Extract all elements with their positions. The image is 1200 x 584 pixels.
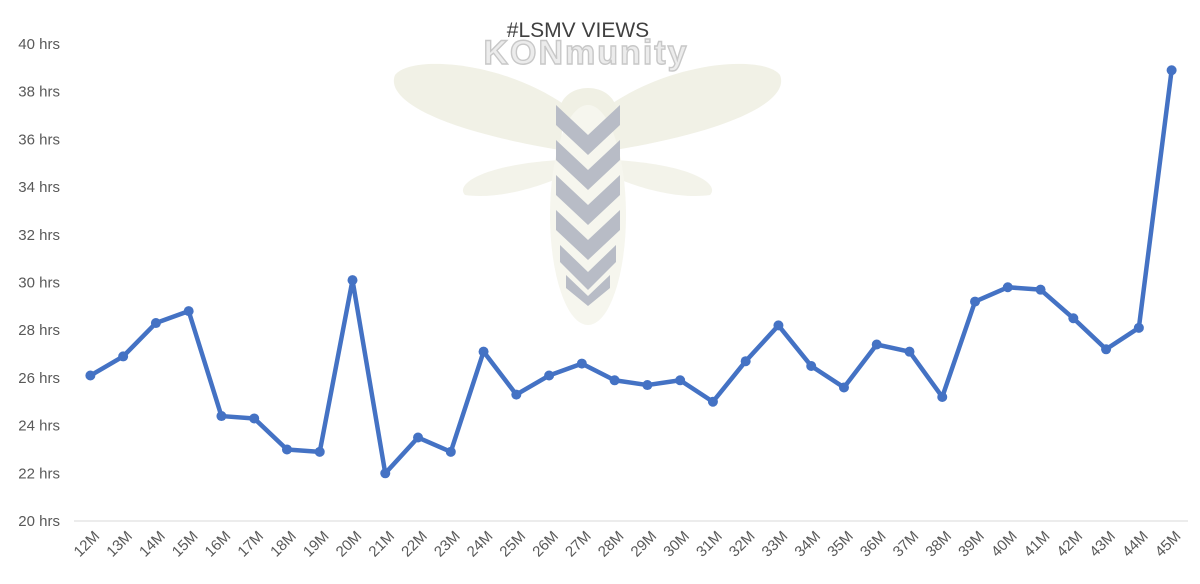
y-tick-label: 20 hrs [18,513,60,530]
y-tick-label: 24 hrs [18,418,60,435]
series-layer [85,65,1177,479]
x-tick-label: 42M [1053,528,1086,561]
x-tick-label: 21M [365,528,398,561]
x-tick-label: 39M [955,528,988,561]
data-point [1166,65,1177,76]
data-point [413,432,424,443]
x-tick-label: 13M [103,528,136,561]
y-tick-label: 36 hrs [18,131,60,148]
data-point [478,346,489,357]
data-point [183,306,194,317]
watermark-text: KONmunity [484,34,689,72]
data-point [707,396,718,407]
x-tick-label: 28M [595,528,628,561]
x-tick-label: 15M [169,528,202,561]
data-point [740,356,751,367]
x-tick-label: 22M [398,528,431,561]
x-tick-label: 23M [431,528,464,561]
x-tick-label: 37M [890,528,923,561]
x-tick-label: 38M [922,528,955,561]
data-point [1035,284,1046,295]
chart-title: #LSMV VIEWS [507,19,649,42]
x-tick-label: 36M [857,528,890,561]
data-point [1002,282,1013,293]
x-tick-label: 35M [824,528,857,561]
data-point [511,389,522,400]
y-tick-label: 30 hrs [18,275,60,292]
y-tick-label: 28 hrs [18,322,60,339]
x-tick-label: 31M [693,528,726,561]
data-point [380,468,391,479]
data-point [1101,344,1112,355]
x-tick-label: 18M [267,528,300,561]
data-point [216,411,227,422]
data-point [118,351,129,362]
data-point [871,339,882,350]
data-point [642,380,653,391]
data-point [544,370,555,381]
data-point [970,296,981,307]
y-tick-label: 32 hrs [18,227,60,244]
x-tick-label: 20M [333,528,366,561]
data-point [281,444,292,455]
x-tick-label: 45M [1152,528,1185,561]
data-point [937,391,948,402]
x-tick-label: 27M [562,528,595,561]
data-point [609,375,620,386]
x-tick-label: 26M [529,528,562,561]
data-point [85,370,96,381]
x-axis-ticks: 12M 13M 14M 15M 16M 17M 18M 19M 20M 21M 22M 23M 24M 2… [71,528,1185,561]
y-tick-label: 34 hrs [18,179,60,196]
data-point [675,375,686,386]
x-tick-label: 17M [234,528,267,561]
x-tick-label: 12M [71,528,104,561]
x-tick-label: 14M [136,528,169,561]
x-tick-label: 34M [791,528,824,561]
data-point [249,413,260,424]
data-point [904,346,915,357]
x-tick-label: 43M [1086,528,1119,561]
x-tick-label: 29M [628,528,661,561]
y-tick-label: 26 hrs [18,370,60,387]
x-tick-label: 30M [660,528,693,561]
y-tick-label: 22 hrs [18,465,60,482]
data-point [1133,322,1144,333]
y-tick-label: 40 hrs [18,36,60,53]
data-point [838,382,849,393]
data-point [1068,313,1079,324]
x-tick-label: 25M [496,528,529,561]
x-tick-label: 24M [464,528,497,561]
x-tick-label: 33M [759,528,792,561]
x-tick-label: 19M [300,528,333,561]
data-point [150,318,161,329]
data-point [806,360,817,371]
data-point [347,275,358,286]
data-point [576,358,587,369]
y-tick-label: 38 hrs [18,84,60,101]
x-tick-label: 41M [1021,528,1054,561]
watermark-logo: KONmunity [393,33,782,325]
x-tick-label: 40M [988,528,1021,561]
data-point [773,320,784,331]
x-tick-label: 16M [202,528,235,561]
y-axis-ticks: 20 hrs 22 hrs 24 hrs 26 hrs 28 hrs 30 hrs 32 h… [18,36,60,530]
data-point [445,446,456,457]
x-tick-label: 32M [726,528,759,561]
series-line [88,67,1174,476]
data-point [314,446,325,457]
x-tick-label: 44M [1119,528,1152,561]
